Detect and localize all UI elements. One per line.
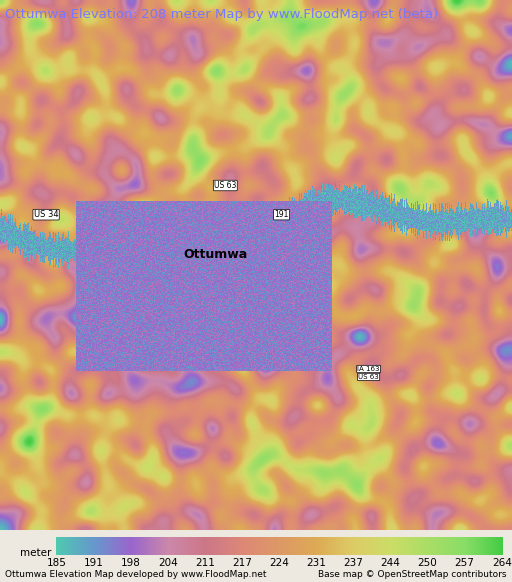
- Text: Base map © OpenStreetMap contributors: Base map © OpenStreetMap contributors: [318, 570, 507, 580]
- Text: 237: 237: [344, 558, 363, 567]
- Text: 198: 198: [121, 558, 140, 567]
- Text: 217: 217: [232, 558, 252, 567]
- Text: 211: 211: [195, 558, 215, 567]
- Text: IA 163: IA 163: [357, 366, 380, 372]
- Text: 231: 231: [306, 558, 326, 567]
- Text: Ottumwa: Ottumwa: [183, 248, 247, 261]
- Text: Ottumwa Elevation Map developed by www.FloodMap.net: Ottumwa Elevation Map developed by www.F…: [5, 570, 267, 580]
- Text: 185: 185: [47, 558, 66, 567]
- Text: 191: 191: [274, 210, 289, 219]
- Text: 244: 244: [380, 558, 400, 567]
- Text: 250: 250: [418, 558, 437, 567]
- Text: 257: 257: [455, 558, 475, 567]
- Text: 224: 224: [269, 558, 289, 567]
- Text: 204: 204: [158, 558, 178, 567]
- Text: 191: 191: [83, 558, 103, 567]
- Text: US 63: US 63: [214, 181, 237, 190]
- Text: meter: meter: [20, 548, 51, 558]
- Text: 264: 264: [492, 558, 511, 567]
- Text: US 63: US 63: [358, 374, 379, 380]
- Text: US 34: US 34: [34, 210, 58, 219]
- Text: Ottumwa Elevation: 208 meter Map by www.FloodMap.net (beta): Ottumwa Elevation: 208 meter Map by www.…: [5, 8, 438, 21]
